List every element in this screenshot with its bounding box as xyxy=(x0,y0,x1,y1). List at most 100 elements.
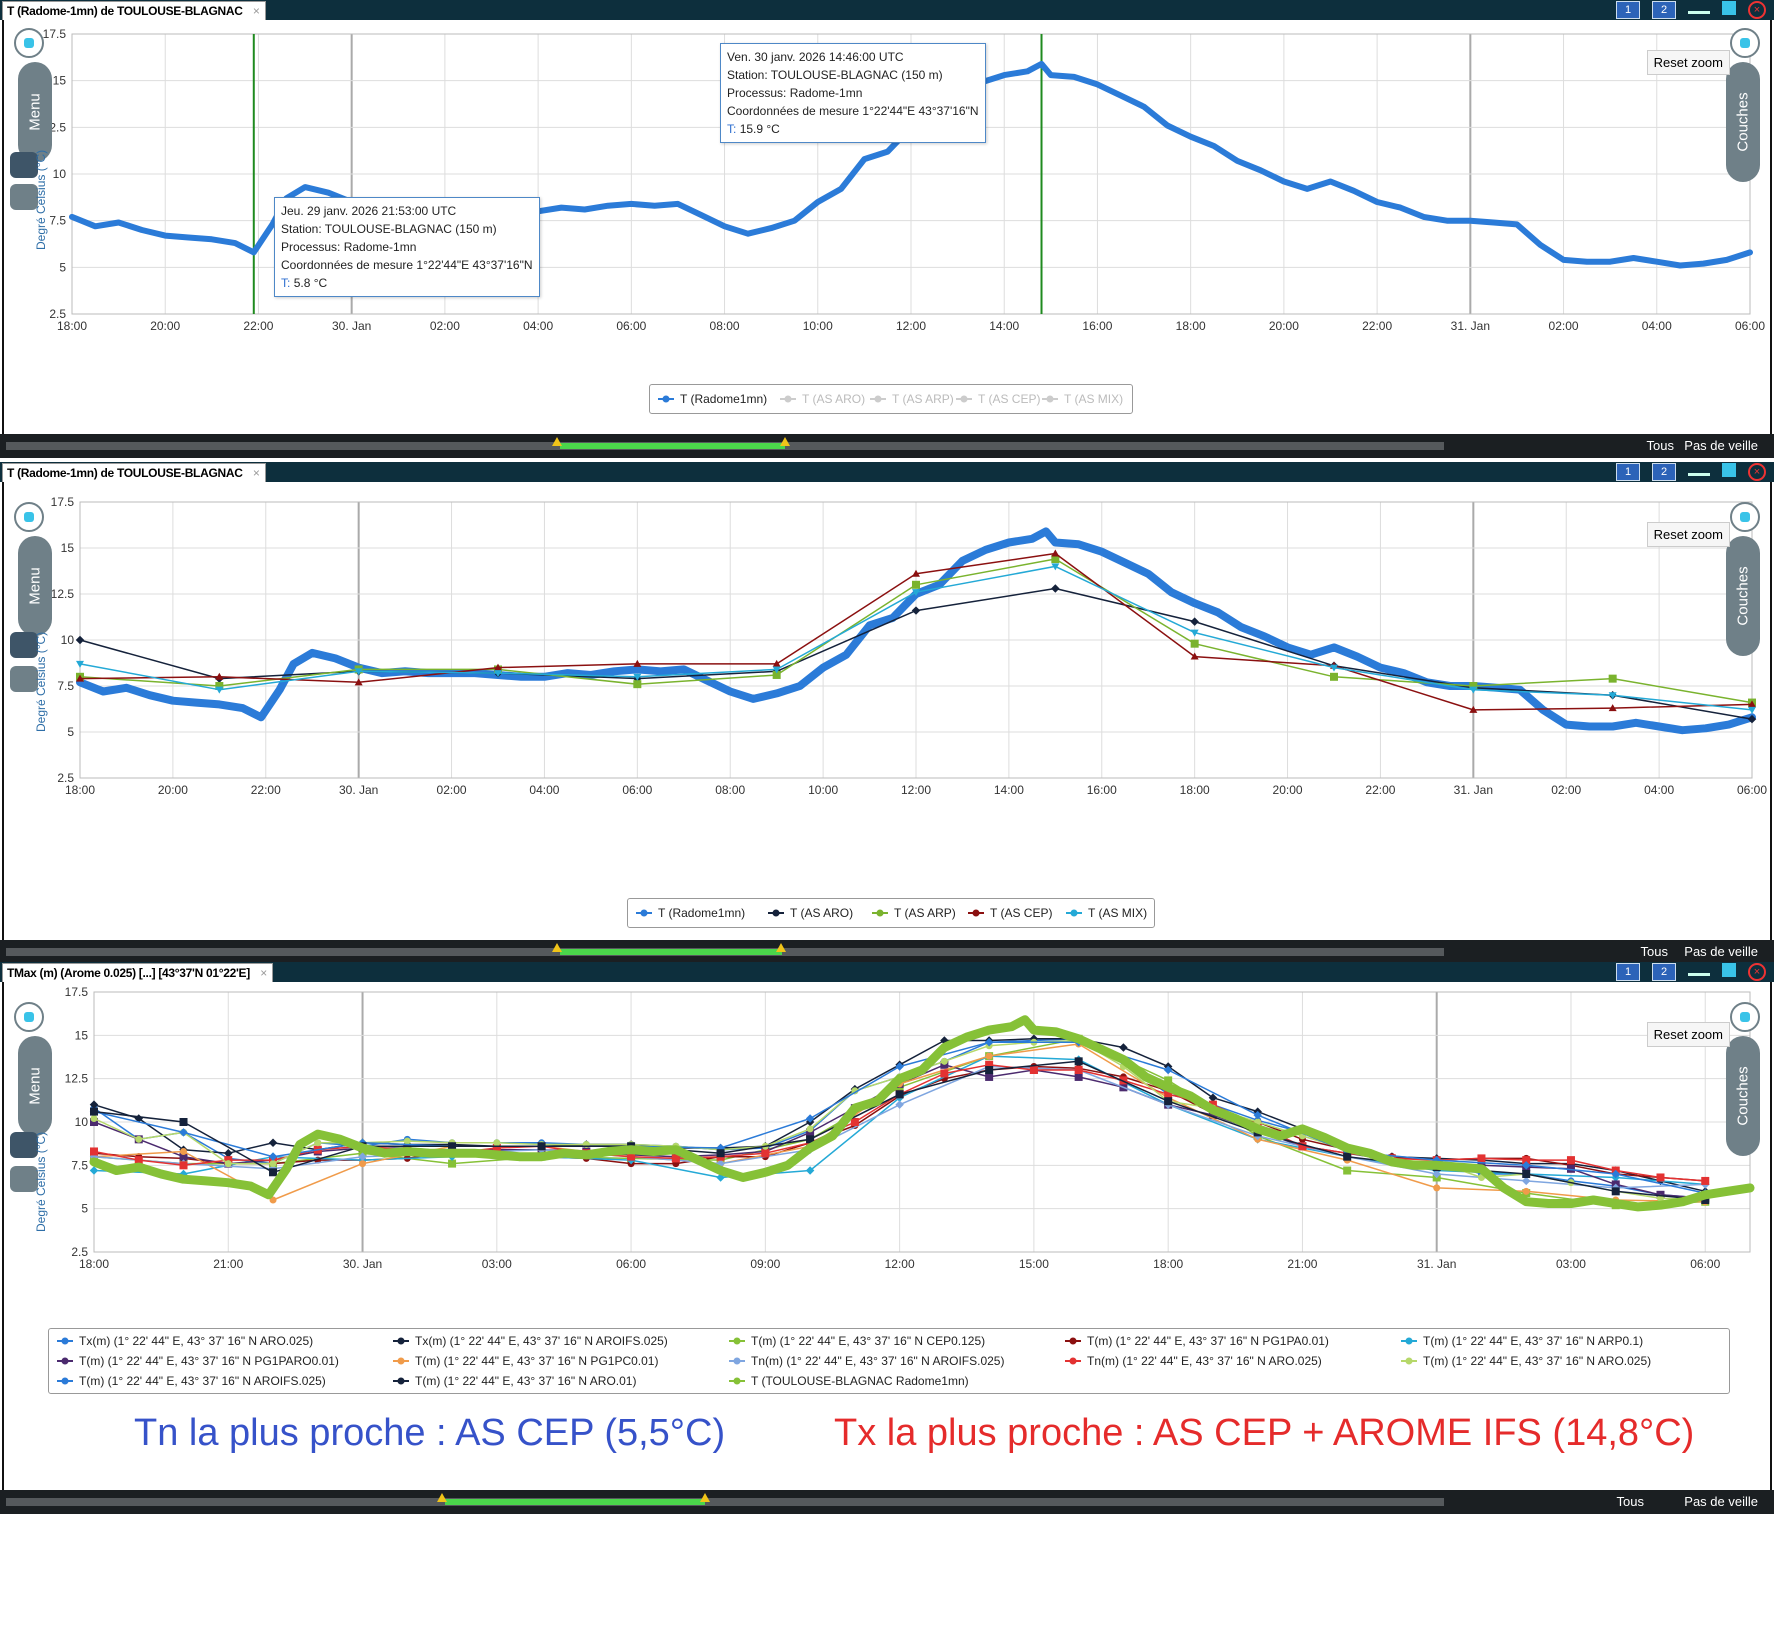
data-point xyxy=(1051,563,1060,571)
x-tick-label: 20:00 xyxy=(1273,783,1303,797)
reset-zoom-button[interactable]: Reset zoom xyxy=(1646,50,1730,75)
monitor-2-icon[interactable]: 2 xyxy=(1652,1,1676,19)
legend-label: T (AS MIX) xyxy=(1064,392,1123,406)
data-point xyxy=(985,1066,994,1074)
maximize-icon[interactable] xyxy=(1722,963,1736,977)
data-point xyxy=(75,635,85,645)
data-point xyxy=(912,589,920,597)
scroll-handle-right[interactable] xyxy=(776,943,786,952)
time-scrollbar-2[interactable]: Tous Pas de veille xyxy=(0,940,1774,964)
minimize-icon[interactable] xyxy=(1688,1,1710,14)
scroll-handle-right[interactable] xyxy=(700,1493,710,1502)
monitor-2-icon[interactable]: 2 xyxy=(1652,463,1676,481)
scroll-handle-right[interactable] xyxy=(780,437,790,446)
couches-button[interactable]: Couches xyxy=(1726,536,1760,656)
legend-label: Tn(m) (1° 22' 44" E, 43° 37' 16" N ARO.0… xyxy=(1087,1354,1322,1368)
reset-zoom-button[interactable]: Reset zoom xyxy=(1646,522,1730,547)
lock-right-icon[interactable] xyxy=(1730,28,1760,58)
data-point xyxy=(215,682,224,690)
plot-area-1[interactable]: 18:00 20:00 22:00 30. Jan 02:00 04:00 06:00 08:… xyxy=(2,20,1772,434)
bike-icon[interactable] xyxy=(10,152,38,178)
lock-icon[interactable] xyxy=(14,28,44,58)
lock-right-icon[interactable] xyxy=(1730,1002,1760,1032)
data-point xyxy=(1051,549,1060,557)
scroll-sleep-button[interactable]: Pas de veille xyxy=(1684,438,1758,453)
monitor-1-icon[interactable]: 1 xyxy=(1616,1,1640,19)
menu-label: Menu xyxy=(26,1067,44,1105)
x-tick-label: 22:00 xyxy=(243,319,273,333)
reset-zoom-button[interactable]: Reset zoom xyxy=(1646,1022,1730,1047)
scroll-all-button[interactable]: Tous xyxy=(1616,1494,1644,1509)
tab-bar: TMax (m) (Arome 0.025) [...] [43°37'N 01… xyxy=(0,962,1774,983)
time-scrollbar-3[interactable]: Tous Pas de veille xyxy=(0,1490,1774,1514)
plot-area-2[interactable]: 18:00 20:00 22:00 30. Jan 02:00 04:00 06:00 08:… xyxy=(2,482,1772,950)
lock-icon[interactable] xyxy=(14,1002,44,1032)
y-tick-label: 5 xyxy=(67,725,74,739)
data-point xyxy=(403,1137,411,1145)
tooltip-station: Station: TOULOUSE-BLAGNAC (150 m) xyxy=(727,68,943,82)
scroll-thumb[interactable] xyxy=(445,1499,705,1505)
data-point xyxy=(1074,1057,1083,1066)
close-tab-icon[interactable]: × xyxy=(252,4,260,18)
maximize-icon[interactable] xyxy=(1722,1,1736,15)
close-icon[interactable]: × xyxy=(1748,1,1766,19)
time-scrollbar-1[interactable]: Tous Pas de veille xyxy=(0,434,1774,458)
couches-button[interactable]: Couches xyxy=(1726,1036,1760,1156)
tab-radome-2[interactable]: T (Radome-1mn) de TOULOUSE-BLAGNAC × xyxy=(2,463,266,483)
scroll-sleep-button[interactable]: Pas de veille xyxy=(1684,944,1758,959)
plot-area-3[interactable]: 18:00 21:00 30. Jan 03:00 06:00 09:00 12:00 15:… xyxy=(2,982,1772,1494)
list-icon[interactable] xyxy=(10,666,38,692)
scroll-all-button[interactable]: Tous xyxy=(1640,944,1668,959)
close-icon[interactable]: × xyxy=(1748,963,1766,981)
x-tick-label: 30. Jan xyxy=(343,1257,382,1271)
data-point xyxy=(179,1152,188,1161)
monitor-1-icon[interactable]: 1 xyxy=(1616,963,1640,981)
list-icon[interactable] xyxy=(10,184,38,210)
scroll-handle-left[interactable] xyxy=(552,943,562,952)
couches-button[interactable]: Couches xyxy=(1726,62,1760,182)
monitor-2-icon[interactable]: 2 xyxy=(1652,963,1676,981)
data-point xyxy=(985,1060,994,1069)
bike-icon[interactable] xyxy=(10,1132,38,1158)
bike-icon[interactable] xyxy=(10,632,38,658)
chart-2-svg[interactable]: 18:00 20:00 22:00 30. Jan 02:00 04:00 06:00 08:… xyxy=(4,482,1774,950)
tab-radome-1[interactable]: T (Radome-1mn) de TOULOUSE-BLAGNAC × xyxy=(2,1,266,21)
data-point xyxy=(494,663,502,671)
tab-tmax-arome[interactable]: TMax (m) (Arome 0.025) [...] [43°37'N 01… xyxy=(2,963,273,983)
lock-icon[interactable] xyxy=(14,502,44,532)
scroll-handle-left[interactable] xyxy=(552,437,562,446)
x-tick-label: 21:00 xyxy=(213,1257,243,1271)
data-point xyxy=(1433,1184,1441,1192)
scroll-track[interactable] xyxy=(6,1498,1444,1506)
close-tab-icon[interactable]: × xyxy=(260,966,267,980)
close-tab-icon[interactable]: × xyxy=(252,466,260,480)
scroll-sleep-button[interactable]: Pas de veille xyxy=(1684,1494,1758,1509)
minimize-icon[interactable] xyxy=(1688,463,1710,476)
maximize-icon[interactable] xyxy=(1722,463,1736,477)
data-point xyxy=(1521,1161,1531,1170)
menu-button[interactable]: Menu xyxy=(18,62,52,162)
x-tick-label: 03:00 xyxy=(482,1257,512,1271)
minimize-icon[interactable] xyxy=(1688,963,1710,976)
x-tick-label: 06:00 xyxy=(622,783,652,797)
list-icon[interactable] xyxy=(10,1166,38,1192)
lock-right-icon[interactable] xyxy=(1730,502,1760,532)
menu-button[interactable]: Menu xyxy=(18,536,52,636)
scroll-thumb[interactable] xyxy=(560,949,782,955)
data-point xyxy=(1190,639,1199,648)
x-tick-label: 02:00 xyxy=(1549,319,1579,333)
x-tick-label: 20:00 xyxy=(158,783,188,797)
scroll-thumb[interactable] xyxy=(560,443,785,449)
scroll-handle-left[interactable] xyxy=(437,1493,447,1502)
y-tick-label: 17.5 xyxy=(43,27,67,41)
monitor-1-icon[interactable]: 1 xyxy=(1616,463,1640,481)
legend-label: T(m) (1° 22' 44" E, 43° 37' 16" N ARP0.1… xyxy=(1423,1334,1643,1348)
legend-marker xyxy=(61,1337,69,1345)
close-icon[interactable]: × xyxy=(1748,463,1766,481)
x-tick-label: 10:00 xyxy=(803,319,833,333)
legend-label: T (Radome1mn) xyxy=(680,392,767,406)
scroll-all-button[interactable]: Tous xyxy=(1646,438,1674,453)
data-point xyxy=(1190,617,1199,626)
x-tick-label: 30. Jan xyxy=(339,783,378,797)
menu-button[interactable]: Menu xyxy=(18,1036,52,1136)
